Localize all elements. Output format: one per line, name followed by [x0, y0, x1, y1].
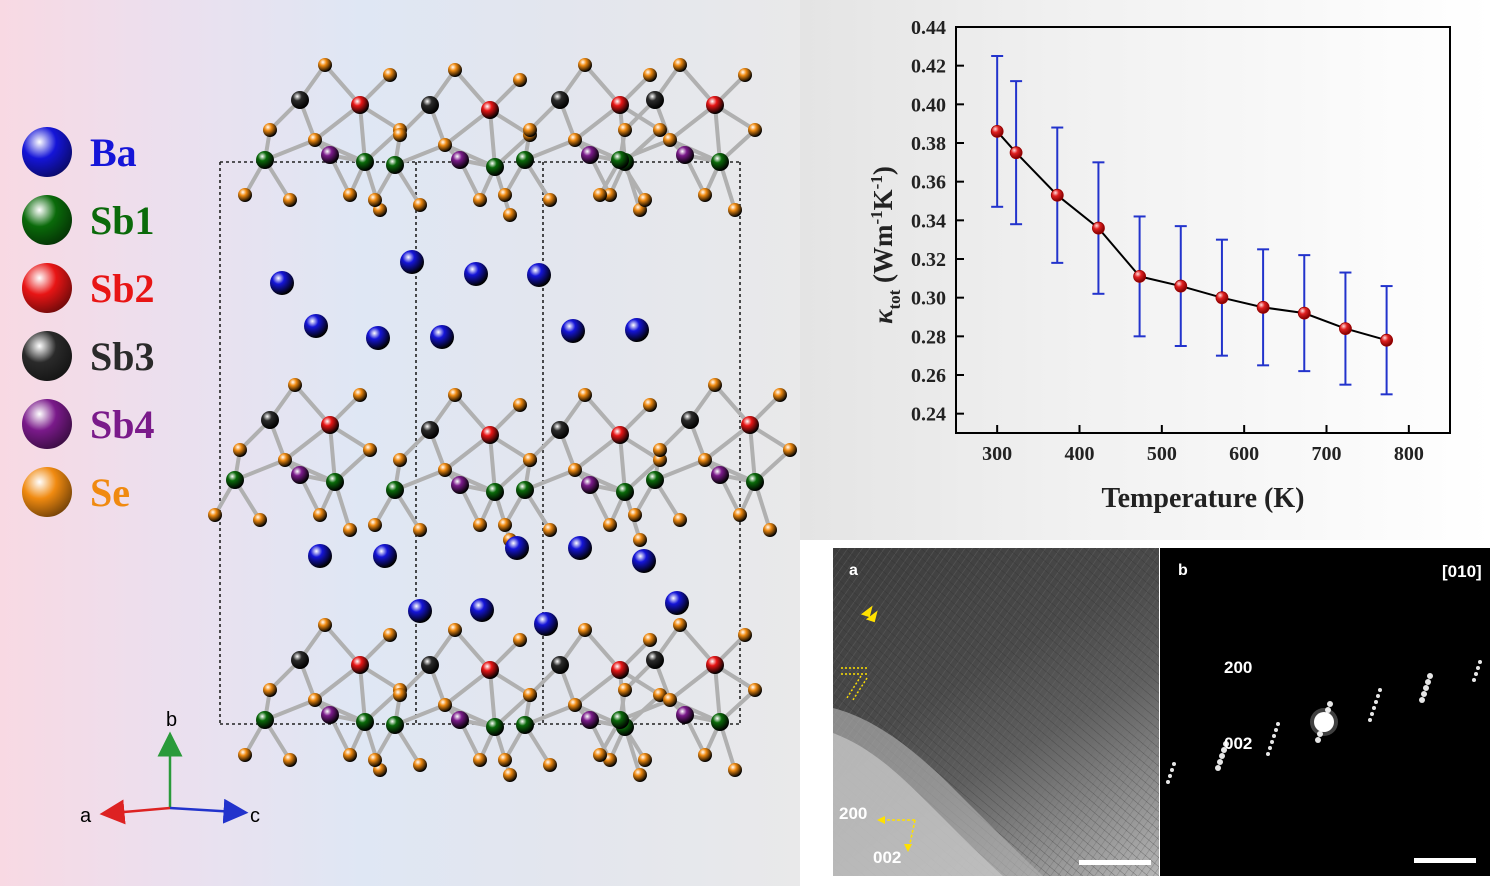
axis-a-arrow: [99, 799, 171, 825]
panel-letter-b: b: [1178, 562, 1188, 579]
y-tick-label: 0.44: [911, 17, 946, 39]
x-axis-label: Temperature (K): [1102, 483, 1305, 514]
y-tick-label: 0.42: [911, 56, 946, 78]
x-tick-label: 700: [1312, 443, 1342, 465]
y-tick-label: 0.30: [911, 288, 946, 310]
y-label-sup2: -1: [867, 175, 886, 189]
data-point: [1009, 146, 1023, 160]
atoms: [208, 58, 797, 782]
legend-item-sb1: Sb1: [22, 186, 155, 254]
y-tick-label: 0.24: [911, 404, 946, 426]
legend-label: Sb1: [90, 197, 155, 243]
legend-ball-sb4: [22, 399, 72, 449]
data-point: [1297, 306, 1311, 320]
saed-pattern-panel: b [010] 200 002: [1160, 548, 1490, 876]
legend-item-sb4: Sb4: [22, 390, 155, 458]
axis-a-label: a: [80, 805, 92, 827]
scale-bar-a: [1079, 860, 1151, 865]
legend-label: Sb3: [90, 333, 155, 379]
crystal-structure-panel: Ba Sb1 Sb2 Sb3 Sb4 Se b a c: [0, 0, 800, 886]
data-point: [1339, 322, 1352, 336]
data-point: [1133, 269, 1147, 283]
data-point: [990, 124, 1004, 138]
saed-pattern: [1166, 660, 1482, 784]
y-tick-label: 0.36: [911, 172, 946, 194]
x-tick-label: 300: [982, 443, 1012, 465]
axis-c-arrow: [169, 798, 249, 824]
data-point: [1092, 221, 1105, 235]
y-label-kappa: κ: [868, 309, 898, 324]
diffraction-spots: [1166, 660, 1482, 784]
hrtem-label-002: 002: [873, 848, 902, 867]
saed-label-002: 002: [1224, 734, 1253, 753]
data-point: [1174, 279, 1188, 293]
crystal-structure: [208, 58, 797, 782]
y-label-mid: K: [868, 189, 898, 210]
x-tick-label: 400: [1065, 443, 1095, 465]
data-point: [1050, 188, 1064, 202]
legend-ball-sb1: [22, 195, 72, 245]
y-label-sub: tot: [885, 289, 904, 309]
hrtem-label-200: 200: [839, 804, 868, 823]
x-tick-label: 800: [1394, 443, 1424, 465]
data-point: [1380, 333, 1394, 347]
zone-axis-label: [010]: [1442, 562, 1482, 581]
legend-item-sb3: Sb3: [22, 322, 155, 390]
y-tick-label: 0.40: [911, 94, 946, 116]
x-tick-label: 600: [1229, 443, 1259, 465]
legend-label: Ba: [90, 129, 137, 175]
axis-b-label: b: [166, 709, 177, 731]
data-point: [1256, 300, 1270, 314]
element-legend: Ba Sb1 Sb2 Sb3 Sb4 Se: [22, 118, 155, 526]
legend-label: Sb4: [90, 401, 155, 447]
saed-label-200: 200: [1224, 658, 1253, 677]
scale-bar-b: [1414, 858, 1476, 863]
x-tick-label: 500: [1147, 443, 1177, 465]
legend-ball-ba: [22, 127, 72, 177]
legend-item-sb2: Sb2: [22, 254, 155, 322]
legend-ball-sb2: [22, 263, 72, 313]
data-point: [1215, 291, 1229, 305]
legend-label: Sb2: [90, 265, 155, 311]
y-label-rest: (Wm: [868, 224, 898, 290]
y-tick-label: 0.32: [911, 249, 946, 271]
legend-item-se: Se: [22, 458, 155, 526]
thermal-conductivity-chart: 0.24 0.26 0.28 0.30 0.32 0.34 0.36 0.38 0.40 0.42…: [867, 17, 1451, 514]
axis-c-label: c: [250, 805, 260, 827]
y-tick-label: 0.38: [911, 133, 946, 155]
y-tick-label: 0.34: [911, 210, 946, 232]
thermal-conductivity-plot-panel: 0.24 0.26 0.28 0.30 0.32 0.34 0.36 0.38 0.40 0.42…: [800, 0, 1492, 540]
panel-letter-a: a: [849, 562, 858, 579]
y-label-sup1: -1: [867, 210, 886, 224]
legend-ball-sb3: [22, 331, 72, 381]
legend-item-ba: Ba: [22, 118, 155, 186]
axis-indicator: b a c: [80, 709, 260, 827]
legend-label: Se: [90, 469, 130, 515]
y-label-end: ): [868, 166, 898, 175]
legend-ball-se: [22, 467, 72, 517]
series-line: [996, 130, 1387, 342]
plot-frame: [955, 26, 1451, 434]
y-axis-label: κtot (Wm-1K-1): [867, 166, 904, 324]
hrtem-texture: [833, 548, 1159, 876]
hrtem-image-panel: a 200 002: [833, 548, 1159, 876]
y-tick-label: 0.26: [911, 365, 946, 387]
y-tick-label: 0.28: [911, 326, 946, 348]
